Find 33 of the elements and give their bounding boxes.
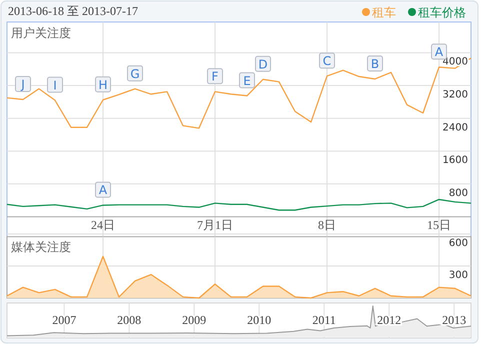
y-tick-label: 1600 bbox=[442, 155, 468, 166]
chart-title: 2013-06-18 至 2013-07-17 bbox=[8, 4, 138, 18]
x-tick-label: 15日 bbox=[427, 218, 451, 232]
annotation: H bbox=[98, 78, 108, 92]
x-tick-label: 2012 bbox=[377, 313, 402, 327]
x-tick-label: 2009 bbox=[182, 313, 206, 327]
legend-label: 租车 bbox=[372, 6, 396, 20]
x-tick-label: 8日 bbox=[318, 218, 336, 232]
x-tick-label: 2008 bbox=[117, 313, 142, 327]
y-tick-label: 3200 bbox=[442, 90, 468, 101]
annotation: F bbox=[212, 70, 219, 84]
annotation: G bbox=[130, 66, 140, 81]
y-axis-title: 用户关注度 bbox=[11, 26, 71, 40]
x-tick-label: 7月1日 bbox=[197, 218, 233, 232]
annotation: J bbox=[20, 77, 25, 92]
x-tick-label: 2011 bbox=[312, 313, 336, 327]
annotation: B bbox=[370, 56, 380, 71]
y-axis-title: 媒体关注度 bbox=[11, 240, 71, 254]
x-tick-label: 24日 bbox=[91, 218, 115, 232]
y-tick-label: 300 bbox=[448, 270, 468, 281]
annotation: E bbox=[243, 74, 251, 88]
x-tick-label: 2010 bbox=[247, 313, 272, 327]
annotation: D bbox=[258, 57, 268, 72]
x-tick-label: 2007 bbox=[52, 313, 76, 327]
y-tick-label: 800 bbox=[448, 188, 468, 199]
y-tick-label: 2400 bbox=[442, 122, 468, 134]
annotation: I bbox=[53, 78, 57, 92]
annotation: C bbox=[322, 54, 332, 68]
y-tick-label: 600 bbox=[448, 238, 468, 249]
annotation: A bbox=[434, 45, 444, 60]
legend-label: 租车价格 bbox=[418, 6, 466, 20]
annotation: A bbox=[98, 183, 108, 198]
x-tick-label: 2013 bbox=[442, 313, 466, 327]
